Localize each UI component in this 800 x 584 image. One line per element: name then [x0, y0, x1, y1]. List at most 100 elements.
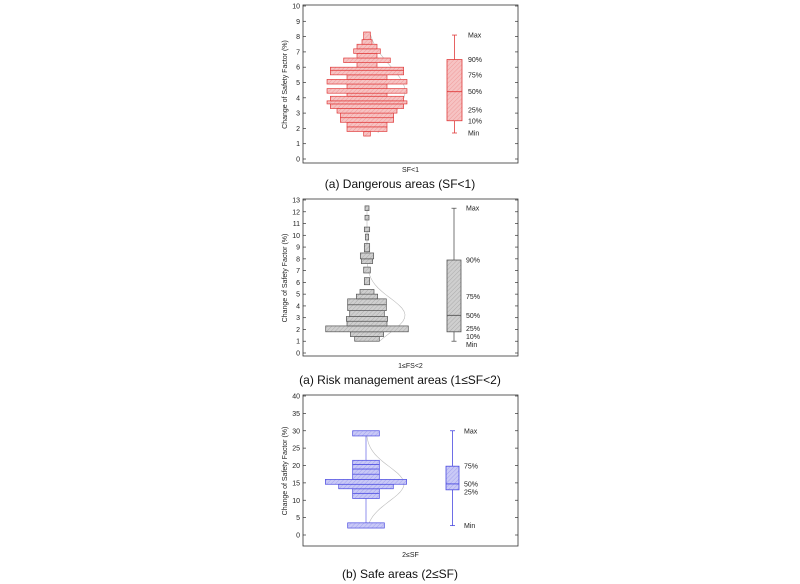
- boxplot-label: Min: [464, 523, 475, 530]
- y-axis-title: Change of Safety Factor (%): [282, 427, 289, 516]
- boxplot-label: 10%: [468, 118, 482, 125]
- figure-caption: (a) Risk management areas (1≤SF<2): [299, 373, 501, 387]
- y-tick-label: 10: [292, 4, 300, 11]
- y-tick-label: 4: [296, 95, 300, 102]
- y-tick-label: 40: [292, 394, 300, 401]
- y-tick-label: 1: [296, 141, 300, 148]
- histogram-bar: [363, 131, 371, 137]
- histogram-bar: [346, 83, 388, 89]
- boxplot-box: [445, 465, 460, 491]
- histogram-bar: [364, 233, 370, 241]
- y-axis-title: Change of Safety Factor (%): [282, 234, 289, 323]
- histogram-bar: [346, 320, 388, 327]
- y-tick-label: 0: [296, 533, 300, 540]
- histogram-bar: [355, 293, 379, 300]
- y-tick-label: 25: [292, 446, 300, 453]
- y-tick-label: 5: [296, 515, 300, 522]
- histogram-bar: [364, 205, 370, 211]
- histogram-bar: [338, 483, 394, 490]
- y-tick-label: 3: [296, 315, 300, 322]
- y-tick-label: 11: [293, 221, 300, 228]
- y-tick-label: 5: [296, 292, 300, 299]
- boxplot-label: 25%: [468, 108, 482, 115]
- histogram-bar: [352, 492, 380, 499]
- histogram-bar: [326, 88, 408, 94]
- boxplot-label: Min: [468, 130, 479, 137]
- histogram-bar: [352, 468, 380, 475]
- boxplot-label: Max: [468, 33, 482, 40]
- figure-caption: (a) Dangerous areas (SF<1): [325, 177, 475, 191]
- boxplot-label: 75%: [466, 294, 480, 301]
- histogram-bar: [330, 103, 404, 109]
- histogram-bar: [336, 108, 398, 114]
- y-tick-label: 35: [292, 411, 300, 418]
- histogram-bar: [352, 459, 380, 465]
- histogram-bar: [361, 39, 373, 45]
- histogram-bar: [326, 79, 408, 85]
- boxplot-label: 10%: [466, 334, 480, 341]
- histogram-bar: [353, 48, 381, 54]
- histogram-bar: [347, 298, 387, 306]
- y-tick-label: 10: [292, 498, 300, 505]
- y-tick-label: 5: [296, 80, 300, 87]
- histogram-bar: [356, 53, 378, 59]
- histogram-bar: [363, 266, 371, 274]
- histogram-bar: [356, 43, 378, 50]
- histogram-bar: [347, 304, 387, 311]
- y-tick-label: 7: [296, 268, 300, 275]
- chart-panel-3: 0 5 10 15 20 25 30 35 40 Change of Safety Factor …: [282, 394, 519, 581]
- y-tick-label: 0: [296, 351, 300, 358]
- histogram-bar: [330, 95, 404, 102]
- normal-curve: [366, 430, 405, 526]
- y-tick-label: 12: [292, 209, 300, 216]
- boxplot-label: 90%: [466, 258, 480, 265]
- histogram-bar: [350, 331, 385, 337]
- y-tick-label: 4: [296, 303, 300, 310]
- plot-frame: [302, 198, 519, 357]
- histogram-bar: [325, 325, 409, 333]
- histogram-bar: [352, 430, 380, 437]
- plot-frame: [302, 4, 519, 164]
- x-axis-label: 1≤FS<2: [398, 363, 423, 370]
- histogram-bar: [347, 522, 385, 529]
- boxplot-label: 75%: [468, 72, 482, 79]
- boxplot-label: 50%: [468, 89, 482, 96]
- y-tick-label: 9: [296, 19, 300, 26]
- y-tick-label: 3: [296, 111, 300, 118]
- y-tick-label: 2: [296, 126, 300, 133]
- y-tick-label: 8: [296, 256, 300, 263]
- y-tick-label: 10: [292, 233, 300, 240]
- boxplot-box: [446, 259, 462, 333]
- plot-frame: [302, 394, 519, 547]
- histogram-bar: [352, 464, 380, 470]
- histogram-bar: [330, 66, 404, 71]
- histogram-bar: [326, 100, 408, 105]
- boxplot-label: 25%: [466, 326, 480, 333]
- histogram-bar: [360, 258, 374, 264]
- boxplot-label: Max: [466, 206, 480, 213]
- histogram-bar: [330, 69, 404, 76]
- histogram-bar: [363, 31, 371, 41]
- y-tick-label: 6: [296, 65, 300, 72]
- histogram-bar: [346, 92, 388, 97]
- histogram-bar: [346, 316, 388, 322]
- boxplot-label: 50%: [464, 481, 478, 488]
- histogram-bar: [346, 126, 388, 132]
- histogram-bar: [346, 74, 388, 80]
- y-tick-label: 1: [296, 339, 300, 346]
- histogram-bar: [343, 57, 391, 63]
- histogram-bar: [359, 252, 375, 260]
- y-tick-label: 2: [296, 327, 300, 334]
- chart-panel-1: 0 1 2 3 4 5 6 7 8 9 10 Change of Safety Factor (%) S…: [282, 4, 519, 191]
- histogram-bar: [363, 277, 371, 286]
- histogram-bar: [354, 336, 380, 342]
- boxplot-box: [446, 59, 463, 122]
- histogram-bar: [363, 226, 371, 233]
- boxplot-label: 50%: [466, 313, 480, 320]
- histogram-bar: [359, 289, 375, 295]
- boxplot-label: 90%: [468, 57, 482, 64]
- boxplot-label: Min: [466, 342, 477, 349]
- x-axis-label: 2≤SF: [402, 552, 419, 559]
